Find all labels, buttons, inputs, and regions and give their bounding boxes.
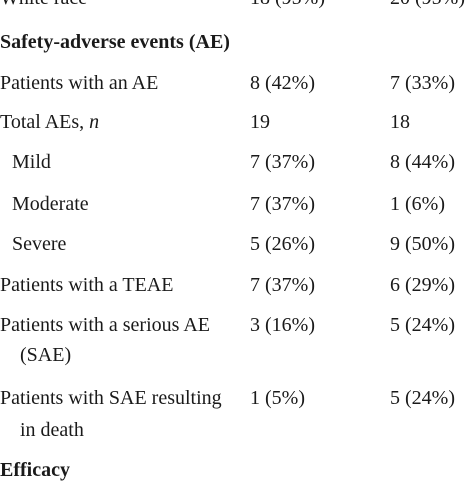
cell: 19 <box>250 111 270 133</box>
row-label: Patients with a serious AE <box>0 314 210 336</box>
cell: 7 (37%) <box>250 151 315 173</box>
cell: 8 (44%) <box>390 151 455 173</box>
row-label-continued: (SAE) <box>20 344 72 366</box>
cell: 1 (5%) <box>250 387 305 409</box>
label-text: Total AEs, <box>0 111 85 133</box>
cell: 5 (24%) <box>390 314 455 336</box>
cell: 20 (95%) <box>390 0 465 10</box>
cell: 3 (16%) <box>250 314 315 336</box>
row-label: Patients with SAE resulting <box>0 387 222 409</box>
row-label: Mild <box>12 151 51 173</box>
cell: 1 (6%) <box>390 193 445 215</box>
row-label-continued: in death <box>20 419 84 441</box>
cell: 18 <box>390 111 410 133</box>
cell: 7 (37%) <box>250 274 315 296</box>
cell: 6 (29%) <box>390 274 455 296</box>
row-label: Patients with an AE <box>0 72 159 94</box>
cell: 7 (33%) <box>390 72 455 94</box>
row-label: Total AEs, n <box>0 110 99 134</box>
row-label: Moderate <box>12 193 89 215</box>
row-label: White race <box>0 0 87 10</box>
cell: 7 (37%) <box>250 193 315 215</box>
label-italic: n <box>89 111 100 133</box>
row-label: Severe <box>12 233 67 255</box>
cell: 8 (42%) <box>250 72 315 94</box>
cell: 5 (24%) <box>390 387 455 409</box>
row-label: Patients with a TEAE <box>0 274 174 296</box>
section-header: Efficacy <box>0 459 70 481</box>
section-header: Safety-adverse events (AE) <box>0 31 230 53</box>
cell: 18 (95%) <box>250 0 325 10</box>
cell: 9 (50%) <box>390 233 455 255</box>
cell: 5 (26%) <box>250 233 315 255</box>
